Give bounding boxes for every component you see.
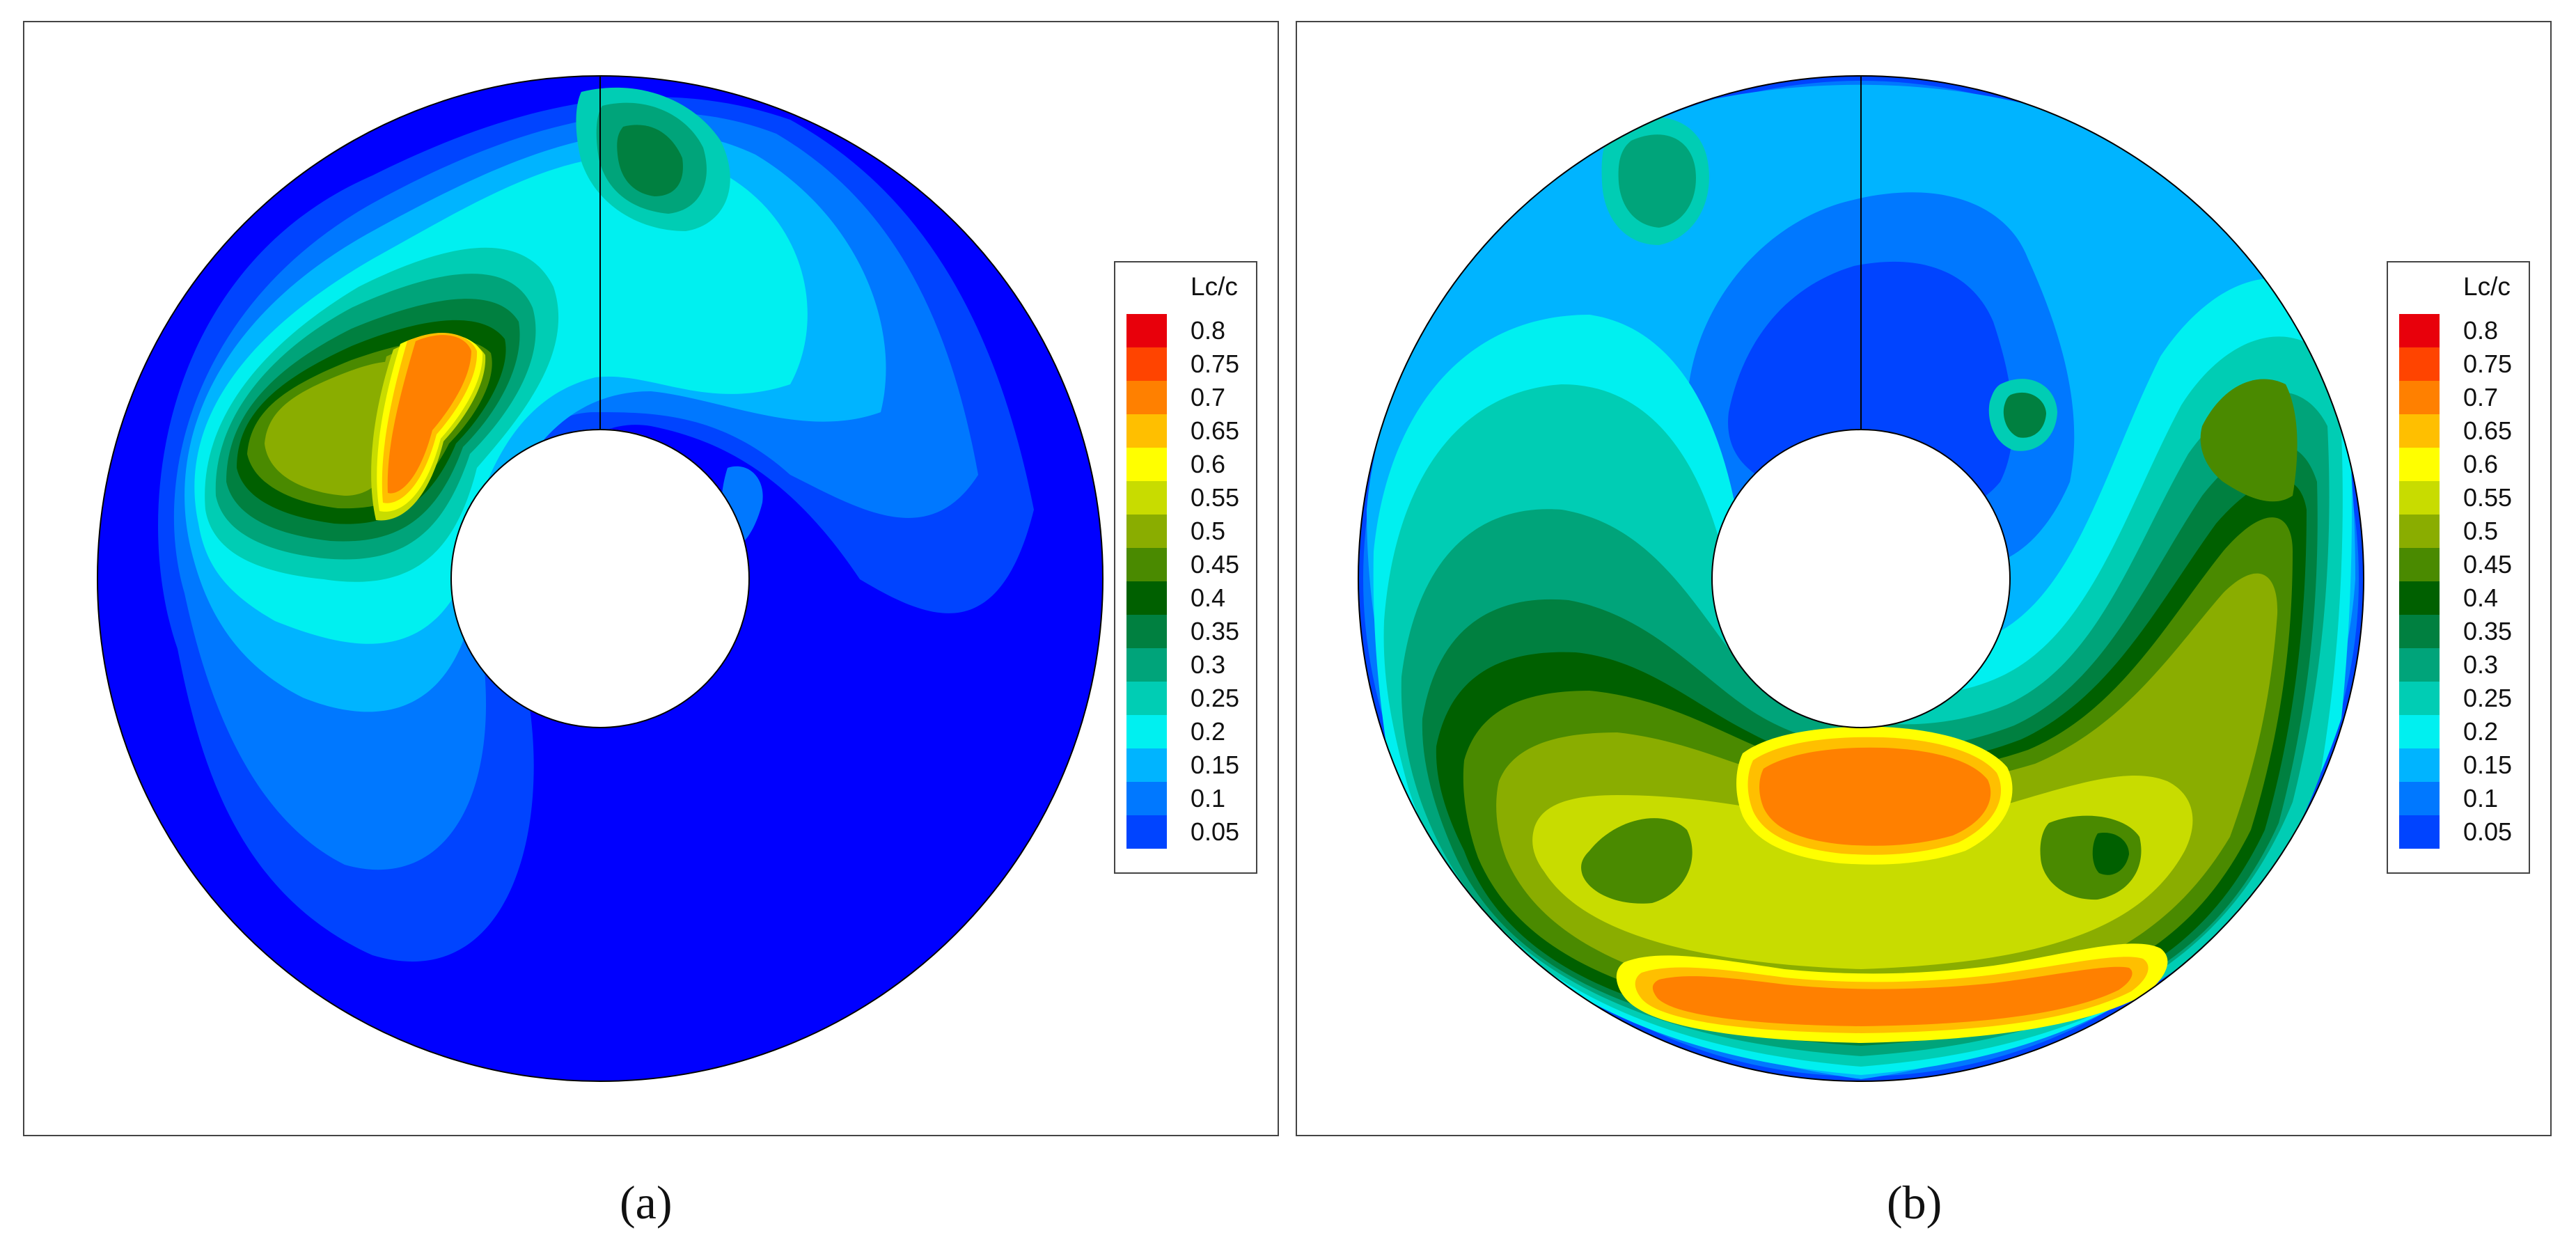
legend-swatch bbox=[1126, 515, 1167, 548]
legend-swatch bbox=[1126, 715, 1167, 748]
legend-swatch bbox=[1126, 314, 1167, 347]
legend-swatches-a: 0.8 0.75 0.7 0.65 0.6 0.55 0.5 0.45 0.4 0.35 0.3 0.… bbox=[1126, 314, 1239, 849]
legend-level-label: 0.8 bbox=[2463, 316, 2498, 345]
legend-swatch bbox=[2399, 414, 2440, 448]
legend-swatch bbox=[2399, 682, 2440, 715]
legend-level-label: 0.3 bbox=[2463, 650, 2498, 679]
legend-title-b: Lc/c bbox=[2463, 272, 2511, 301]
legend-level-label: 0.75 bbox=[2463, 350, 2512, 378]
legend-level-label: 0.7 bbox=[1191, 383, 1225, 411]
legend-swatch bbox=[1126, 481, 1167, 515]
legend-swatch bbox=[2399, 615, 2440, 648]
legend-swatch bbox=[2399, 481, 2440, 515]
legend-level-label: 0.4 bbox=[1191, 583, 1225, 612]
legend-level-label: 0.5 bbox=[1191, 517, 1225, 545]
legend-swatch bbox=[1126, 782, 1167, 815]
legend-title-a: Lc/c bbox=[1191, 272, 1238, 301]
legend-level-label: 0.5 bbox=[2463, 517, 2498, 545]
legend-level-label: 0.45 bbox=[2463, 550, 2512, 579]
caption-a: (a) bbox=[620, 1176, 673, 1229]
legend-level-label: 0.2 bbox=[1191, 717, 1225, 746]
caption-b: (b) bbox=[1887, 1176, 1942, 1229]
legend-swatch bbox=[2399, 581, 2440, 615]
legend-swatch bbox=[2399, 515, 2440, 548]
legend-swatch bbox=[1126, 581, 1167, 615]
legend-swatch bbox=[1126, 448, 1167, 481]
legend-swatch bbox=[1126, 648, 1167, 682]
legend-swatches-b: 0.8 0.75 0.7 0.65 0.6 0.55 0.5 0.45 0.4 0.35 0.3 0.… bbox=[2399, 314, 2512, 849]
legend-level-label: 0.25 bbox=[2463, 684, 2512, 712]
legend-level-label: 0.15 bbox=[2463, 751, 2512, 779]
legend-swatch bbox=[1126, 815, 1167, 849]
legend-level-label: 0.2 bbox=[2463, 717, 2498, 746]
legend-swatch bbox=[2399, 782, 2440, 815]
legend-swatch bbox=[1126, 615, 1167, 648]
legend-swatch bbox=[1126, 548, 1167, 581]
contour-plot-b bbox=[1358, 75, 2364, 1082]
colorbar-legend-a: Lc/c 0.8 0.75 0.7 0.65 0.6 0.55 0.5 0.45 0.4 0.35… bbox=[1114, 261, 1257, 874]
colorbar-legend-b: Lc/c 0.8 0.75 0.7 0.65 0.6 0.55 0.5 0.45 0.4 0.35… bbox=[2387, 261, 2530, 874]
legend-swatch bbox=[2399, 715, 2440, 748]
legend-swatch bbox=[1126, 381, 1167, 414]
legend-level-label: 0.65 bbox=[1191, 416, 1239, 445]
legend-swatch bbox=[2399, 381, 2440, 414]
legend-swatch bbox=[2399, 815, 2440, 849]
contour-plot-a bbox=[97, 75, 1104, 1082]
legend-level-label: 0.65 bbox=[2463, 416, 2512, 445]
contour-panel-b: Lc/c 0.8 0.75 0.7 0.65 0.6 0.55 0.5 0.45 0.4 0.35… bbox=[1296, 21, 2552, 1136]
legend-swatch bbox=[1126, 682, 1167, 715]
legend-level-label: 0.15 bbox=[1191, 751, 1239, 779]
inner-hole-b bbox=[1711, 429, 2011, 728]
legend-level-label: 0.05 bbox=[1191, 817, 1239, 846]
legend-swatch bbox=[2399, 548, 2440, 581]
legend-swatch bbox=[2399, 448, 2440, 481]
legend-level-label: 0.1 bbox=[1191, 784, 1225, 813]
legend-level-label: 0.05 bbox=[2463, 817, 2512, 846]
legend-swatch bbox=[1126, 748, 1167, 782]
contour-panel-a: Lc/c 0.8 0.75 0.7 0.65 0.6 0.55 0.5 0.45 0.4 0.35… bbox=[23, 21, 1279, 1136]
legend-level-label: 0.6 bbox=[1191, 450, 1225, 478]
legend-level-label: 0.1 bbox=[2463, 784, 2498, 813]
legend-swatch bbox=[2399, 748, 2440, 782]
legend-swatch bbox=[2399, 347, 2440, 381]
contour-field-a bbox=[97, 76, 1103, 1081]
inner-hole-a bbox=[450, 429, 750, 728]
legend-swatch bbox=[2399, 648, 2440, 682]
legend-swatch bbox=[1126, 414, 1167, 448]
legend-swatch bbox=[1126, 347, 1167, 381]
legend-level-label: 0.35 bbox=[2463, 617, 2512, 645]
legend-level-label: 0.45 bbox=[1191, 550, 1239, 579]
legend-level-label: 0.55 bbox=[1191, 483, 1239, 512]
legend-level-label: 0.35 bbox=[1191, 617, 1239, 645]
legend-level-label: 0.6 bbox=[2463, 450, 2498, 478]
legend-level-label: 0.25 bbox=[1191, 684, 1239, 712]
legend-level-label: 0.75 bbox=[1191, 350, 1239, 378]
legend-swatch bbox=[2399, 314, 2440, 347]
legend-level-label: 0.4 bbox=[2463, 583, 2498, 612]
legend-level-label: 0.7 bbox=[2463, 383, 2498, 411]
legend-level-label: 0.8 bbox=[1191, 316, 1225, 345]
legend-level-label: 0.55 bbox=[2463, 483, 2512, 512]
legend-level-label: 0.3 bbox=[1191, 650, 1225, 679]
